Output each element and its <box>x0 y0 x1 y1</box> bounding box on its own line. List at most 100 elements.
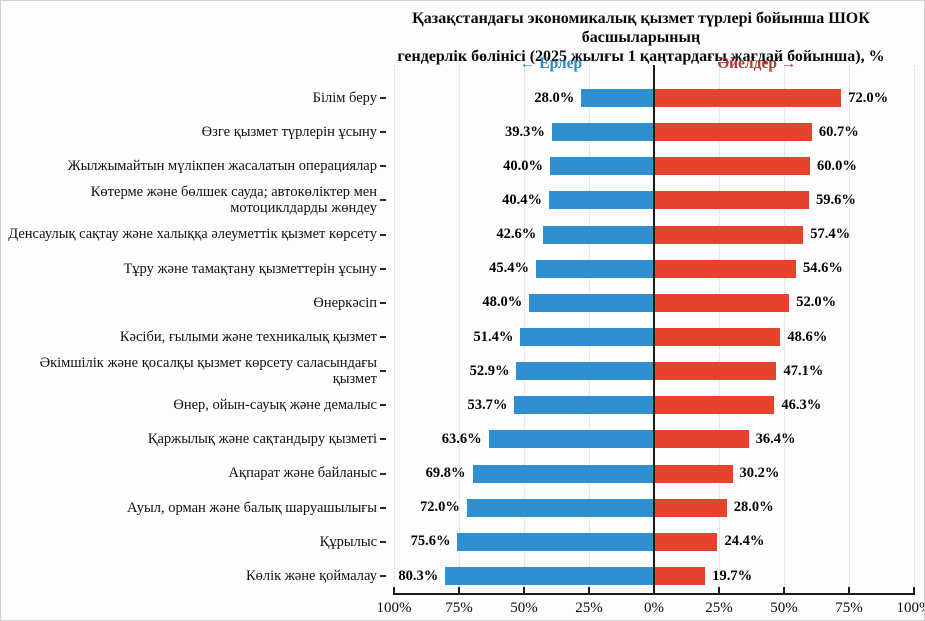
y-tick <box>380 370 386 373</box>
chart-row: Тұру және тамақтану қызметтерін ұсыну 45… <box>1 252 914 286</box>
y-tick <box>380 404 386 407</box>
men-bar <box>488 430 654 449</box>
gridline <box>459 65 460 593</box>
men-bar <box>516 362 654 381</box>
y-tick <box>380 506 386 509</box>
men-value-label: 72.0% <box>419 499 460 516</box>
chart-row: Әкімшілік және қосалқы қызмет көрсету са… <box>1 354 914 388</box>
women-value-label: 30.2% <box>739 465 780 482</box>
chart-row: Құрылыс 75.6% 24.4% <box>1 525 914 559</box>
men-value-label: 52.9% <box>469 362 510 379</box>
women-bar <box>654 396 775 415</box>
category-label: Кәсіби, ғылыми және техникалық қызмет <box>119 328 377 345</box>
x-axis-tick <box>588 587 590 595</box>
women-bar <box>654 157 810 176</box>
women-bar <box>654 259 796 278</box>
men-bar <box>551 123 654 142</box>
category-label: Өнеркәсіп <box>313 294 377 311</box>
chart-row: Өнер, ойын-сауық және демалыс 53.7% 46.3… <box>1 388 914 422</box>
men-bar <box>550 157 654 176</box>
y-tick <box>380 301 386 304</box>
category-label: Өнер, ойын-сауық және демалыс <box>173 397 377 414</box>
women-bar <box>654 498 727 517</box>
x-axis-tick <box>458 587 460 595</box>
legend-men-label: ← Ерлер <box>519 55 583 72</box>
chart-row: Өнеркәсіп 48.0% 52.0% <box>1 286 914 320</box>
men-value-label: 53.7% <box>467 396 508 413</box>
chart-row: Денсаулық сақтау және халыққа әлеуметтік… <box>1 218 914 252</box>
gridline <box>784 65 785 593</box>
legend-women-label: Әйелдер → <box>717 55 797 72</box>
x-axis-label: 50% <box>510 600 538 616</box>
women-value-label: 72.0% <box>848 89 889 106</box>
y-tick <box>380 165 386 168</box>
men-value-label: 63.6% <box>441 430 482 447</box>
women-bar <box>654 567 706 586</box>
category-label: Құрылыс <box>319 533 377 550</box>
men-value-label: 80.3% <box>398 567 439 584</box>
men-value-label: 48.0% <box>482 294 523 311</box>
category-label: Көлік және қоймалау <box>245 567 377 584</box>
chart-row: Көтерме және бөлшек сауда; автокөліктер … <box>1 183 914 217</box>
x-axis-label: 75% <box>835 600 863 616</box>
chart-row: Қаржылық және сақтандыру қызметі 63.6% 3… <box>1 422 914 456</box>
x-axis-label: 100% <box>376 600 412 616</box>
women-bar <box>654 328 781 347</box>
women-value-label: 52.0% <box>796 294 837 311</box>
y-tick <box>380 267 386 270</box>
y-tick <box>380 233 386 236</box>
women-value-label: 60.0% <box>817 157 857 174</box>
women-value-label: 60.7% <box>818 123 859 140</box>
category-label: Денсаулық сақтау және халыққа әлеуметтік… <box>8 226 377 243</box>
y-tick <box>380 438 386 441</box>
chart-row: Көлік және қоймалау 80.3% 19.7% <box>1 559 914 593</box>
category-label: Өзге қызмет түрлерін ұсыну <box>201 123 377 140</box>
chart-row: Ауыл, орман және балық шаруашылығы 72.0%… <box>1 491 914 525</box>
y-tick <box>380 575 386 578</box>
women-bar <box>654 123 812 142</box>
legend: ← Ерлер Әйелдер → <box>394 55 914 75</box>
women-value-label: 24.4% <box>724 533 765 550</box>
chart-row: Кәсіби, ғылыми және техникалық қызмет 51… <box>1 320 914 354</box>
men-value-label: 45.4% <box>489 260 529 277</box>
men-bar <box>548 191 654 210</box>
y-tick <box>380 131 386 134</box>
men-bar <box>581 89 654 108</box>
men-value-label: 39.3% <box>504 123 545 140</box>
y-tick <box>380 336 386 339</box>
women-bar <box>654 464 733 483</box>
men-bar <box>529 293 654 312</box>
category-label: Қаржылық және сақтандыру қызметі <box>147 431 377 448</box>
y-tick <box>380 472 386 475</box>
women-bar <box>654 362 777 381</box>
category-label: Әкімшілік және қосалқы қызмет көрсету са… <box>39 354 377 388</box>
men-bar <box>535 259 654 278</box>
x-axis-label: 100% <box>896 600 925 616</box>
x-axis-tick <box>718 587 720 595</box>
x-axis-label: 25% <box>705 600 733 616</box>
x-axis-tick <box>848 587 850 595</box>
men-bar <box>457 532 654 551</box>
men-bar <box>472 464 654 483</box>
men-bar <box>466 498 654 517</box>
zero-axis-line <box>653 65 655 593</box>
gridline <box>394 65 395 593</box>
chart-title: Қазақстандағы экономикалық қызмет түрлер… <box>351 9 924 66</box>
x-axis-tick <box>783 587 785 595</box>
category-label: Ауыл, орман және балық шаруашылығы <box>127 499 377 516</box>
x-axis-label: 0% <box>644 600 664 616</box>
x-axis-label: 50% <box>770 600 798 616</box>
women-value-label: 59.6% <box>815 191 856 208</box>
men-value-label: 75.6% <box>410 533 451 550</box>
women-value-label: 54.6% <box>802 260 843 277</box>
men-bar <box>520 328 654 347</box>
category-label: Жылжымайтын мүлікпен жасалатын операциял… <box>67 158 377 175</box>
chart-rows: Білім беру 28.0% 72.0% Өзге қызмет түрле… <box>1 81 914 593</box>
women-bar <box>654 89 842 108</box>
men-value-label: 69.8% <box>425 465 466 482</box>
men-bar <box>514 396 654 415</box>
y-tick <box>380 97 386 100</box>
category-label: Білім беру <box>312 89 377 106</box>
chart-title-line2: гендерлік бөлінісі (2025 жылғы 1 қаңтард… <box>397 48 885 65</box>
